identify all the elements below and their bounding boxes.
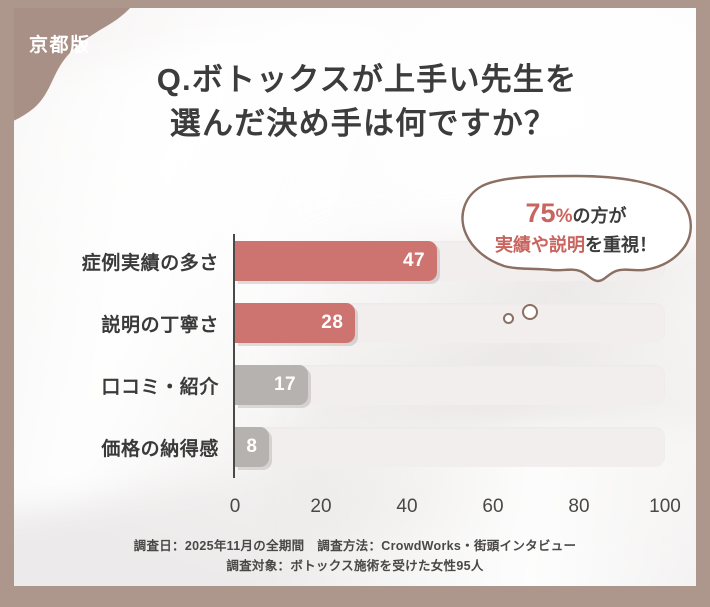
x-tick-label: 0 bbox=[229, 496, 241, 517]
bar-track bbox=[235, 427, 665, 467]
bar-value-label: 8 bbox=[246, 436, 258, 457]
bar: 47 bbox=[235, 241, 438, 281]
callout-text: 75%の方が 実績や説明を重視！ bbox=[458, 174, 694, 284]
callout-percent-value: 75 bbox=[525, 198, 556, 228]
x-axis-ticks: 0 20 40 60 80 100 bbox=[230, 496, 681, 524]
bar-category-label: 価格の納得感 bbox=[101, 438, 219, 460]
bar-value-label: 47 bbox=[402, 250, 426, 271]
callout-dot-large bbox=[522, 304, 538, 320]
bar: 8 bbox=[235, 427, 270, 467]
bar: 17 bbox=[235, 365, 309, 405]
content-panel: 京都版 Q.ボトックスが上手い先生を 選んだ決め手は何ですか？ 症例実績の多さ 4… bbox=[14, 8, 696, 586]
bar: 28 bbox=[235, 303, 356, 343]
callout-line-1-suffix: の方が bbox=[572, 206, 627, 226]
footer-note: 調査日：2025年11月の全期間 調査方法：CrowdWorks・街頭インタビュ… bbox=[14, 536, 696, 576]
x-tick-label: 100 bbox=[649, 496, 681, 517]
bar-row: 説明の丁寧さ 28 bbox=[14, 292, 696, 354]
x-tick-label: 40 bbox=[396, 496, 418, 517]
callout-line-1: 75%の方が bbox=[526, 200, 627, 230]
callout-line-2: 実績や説明を重視！ bbox=[495, 232, 657, 258]
x-tick-label: 80 bbox=[568, 496, 590, 517]
callout-emphasis: 実績や説明 bbox=[495, 235, 585, 255]
bar-value-label: 28 bbox=[321, 312, 344, 333]
x-tick-label: 60 bbox=[482, 496, 504, 517]
bar-category-label: 口コミ・紹介 bbox=[101, 376, 219, 398]
callout-percent-sign: % bbox=[555, 206, 573, 227]
corner-badge-shape bbox=[14, 8, 131, 121]
bar-category-label: 症例実績の多さ bbox=[81, 252, 219, 274]
bar-category-label: 説明の丁寧さ bbox=[101, 314, 219, 336]
callout-dot-small bbox=[503, 313, 514, 324]
bar-row: 口コミ・紹介 17 bbox=[14, 354, 696, 416]
bar-row: 価格の納得感 8 bbox=[14, 416, 696, 478]
bar-value-label: 17 bbox=[273, 374, 297, 395]
callout-line-2-tail: を重視！ bbox=[585, 235, 657, 255]
x-tick-label: 20 bbox=[310, 496, 332, 517]
badge-label: 京都版 bbox=[29, 35, 91, 56]
footer-line-1: 調査日：2025年11月の全期間 調査方法：CrowdWorks・街頭インタビュ… bbox=[133, 539, 577, 553]
footer-line-2: 調査対象：ボトックス施術を受けた女性95人 bbox=[226, 559, 484, 573]
callout-bubble: 75%の方が 実績や説明を重視！ bbox=[458, 174, 694, 284]
